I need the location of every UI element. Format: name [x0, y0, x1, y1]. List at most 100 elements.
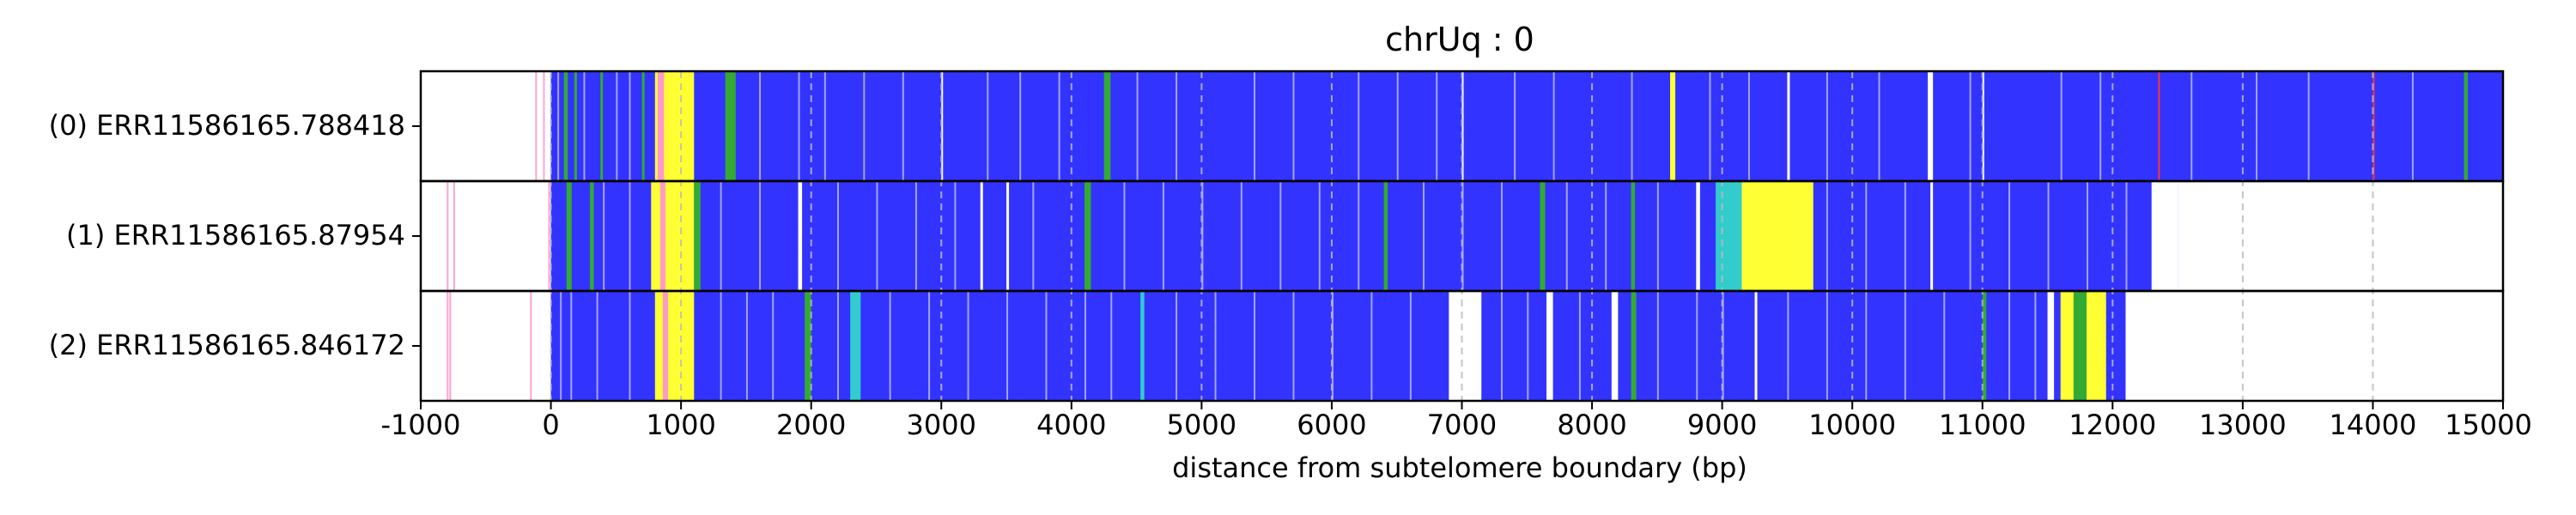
read-line	[583, 71, 586, 181]
read-line	[1826, 291, 1828, 401]
read-line	[889, 291, 891, 401]
read-line	[1423, 181, 1425, 291]
read-line	[1019, 71, 1022, 181]
read-line	[1176, 291, 1178, 401]
read-line	[629, 181, 631, 291]
read-line	[1358, 181, 1360, 291]
read-line	[876, 181, 878, 291]
read-segment	[1982, 291, 1987, 401]
read-line	[1605, 181, 1607, 291]
read-line	[1631, 71, 1633, 181]
read-line	[1358, 71, 1360, 181]
read-line	[1904, 181, 1906, 291]
read-line	[1370, 291, 1373, 401]
read-segment	[1741, 181, 1814, 291]
read-line	[987, 71, 989, 181]
read-row-2	[447, 291, 2126, 401]
read-segment	[574, 71, 577, 181]
read-line	[1943, 291, 1946, 401]
read-line	[1527, 291, 1529, 401]
read-line	[1514, 71, 1516, 181]
read-line	[1254, 291, 1255, 401]
read-line	[1787, 291, 1789, 401]
read-line	[1409, 291, 1412, 401]
gridlines	[550, 71, 2374, 401]
read-line	[954, 181, 957, 291]
read-line	[1709, 71, 1711, 181]
read-line	[629, 291, 631, 401]
read-line	[629, 71, 631, 181]
read-segment	[654, 291, 695, 401]
read-line	[530, 291, 532, 401]
read-line	[914, 181, 917, 291]
read-line	[2307, 71, 2310, 181]
read-line	[1396, 71, 1399, 181]
read-line	[1045, 291, 1048, 401]
read-segment	[1084, 181, 1091, 291]
read-line	[1578, 291, 1581, 401]
x-tick-label: 8000	[1557, 409, 1627, 441]
read-line	[2256, 71, 2258, 181]
read-line	[1110, 291, 1113, 401]
read-line	[2411, 71, 2414, 181]
read-line	[928, 291, 931, 401]
read-segment	[2047, 291, 2055, 401]
read-segment	[657, 71, 665, 181]
x-tick-label: 1000	[646, 409, 716, 441]
read-segment	[1928, 71, 1934, 181]
read-line	[596, 291, 598, 401]
read-line	[2008, 291, 2011, 401]
read-line	[535, 71, 538, 181]
read-row-0	[535, 71, 2503, 181]
read-line	[1254, 71, 1255, 181]
read-segment	[2464, 71, 2469, 181]
read-base-bar	[550, 291, 2126, 401]
read-line	[1084, 291, 1086, 401]
read-line	[447, 181, 449, 291]
read-line	[1904, 291, 1906, 401]
read-line	[570, 291, 573, 401]
read-line	[2060, 71, 2063, 181]
read-line	[1201, 181, 1204, 291]
read-line	[2125, 181, 2128, 291]
read-segment	[590, 181, 594, 291]
read-line	[1006, 291, 1009, 401]
read-segment	[1787, 71, 1790, 181]
x-tick-label: 11000	[1938, 409, 2026, 441]
read-segment	[798, 181, 803, 291]
x-tick-label: 7000	[1426, 409, 1498, 441]
x-tick-label: 0	[542, 409, 560, 441]
read-line	[967, 291, 969, 401]
read-line	[1058, 71, 1060, 181]
read-segment	[694, 181, 701, 291]
reads	[447, 71, 2503, 401]
read-line	[1722, 291, 1724, 401]
x-tick-label: 3000	[906, 409, 976, 441]
read-line	[2087, 181, 2088, 291]
read-line	[447, 291, 449, 401]
read-line	[2008, 181, 2011, 291]
read-label: (2) ERR11586165.846172	[48, 329, 405, 361]
read-segment	[1611, 291, 1619, 401]
read-line	[720, 291, 722, 401]
read-line	[1865, 181, 1868, 291]
read-segment	[563, 71, 568, 181]
x-tick-label: 4000	[1036, 409, 1107, 441]
read-line	[1865, 291, 1868, 401]
x-tick-label: 13000	[2198, 409, 2287, 441]
read-line	[1331, 291, 1334, 401]
read-segment	[1103, 71, 1111, 181]
read-segment	[641, 71, 645, 181]
x-tick-label: 2000	[775, 409, 847, 441]
read-segment	[1006, 181, 1010, 291]
read-line	[1176, 71, 1178, 181]
read-label: (0) ERR11586165.788418	[48, 109, 405, 142]
read-line	[1969, 71, 1971, 181]
x-tick-label: 6000	[1297, 409, 1367, 441]
read-line	[837, 291, 839, 401]
read-line	[449, 291, 452, 401]
x-tick-label: -1000	[380, 409, 461, 441]
x-tick-label: 9000	[1686, 409, 1758, 441]
x-tick-label: 15000	[2445, 409, 2532, 441]
